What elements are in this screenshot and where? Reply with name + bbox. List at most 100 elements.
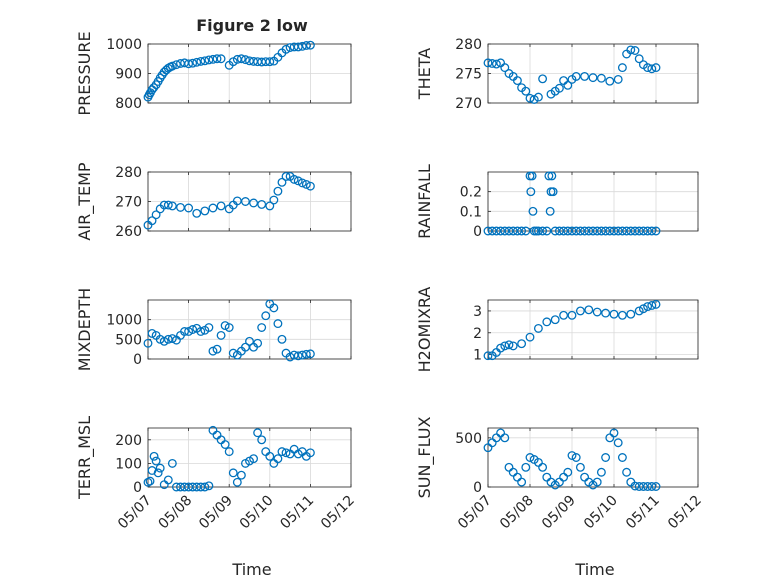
theta-axes-box bbox=[487, 43, 699, 104]
terr-msl-data-point bbox=[200, 482, 210, 492]
terr-msl-data-point bbox=[265, 451, 275, 461]
terr-msl-data-point bbox=[249, 454, 259, 464]
rainfall-data-point bbox=[601, 226, 611, 236]
air-temp-data-point bbox=[273, 186, 283, 196]
sun-flux-y-tick-label: 500 bbox=[455, 431, 482, 447]
air-temp-data-point bbox=[301, 179, 311, 189]
mixdepth-data-point bbox=[293, 351, 303, 361]
figure-title: Figure 2 low bbox=[196, 16, 308, 35]
rainfall-y-tick-label: 0 bbox=[473, 224, 482, 240]
mixdepth-data-point bbox=[216, 330, 226, 340]
mixdepth-data-point bbox=[212, 344, 222, 354]
h2omixra-data-point bbox=[575, 306, 585, 316]
h2omixra-data-point bbox=[533, 323, 543, 333]
rainfall-data-point bbox=[559, 226, 569, 236]
mixdepth-data-point bbox=[196, 327, 206, 336]
rainfall-data-point bbox=[588, 226, 598, 236]
mixdepth-data-point bbox=[305, 349, 315, 359]
pressure-data-point bbox=[212, 54, 222, 64]
theta-y-tick-label: 270 bbox=[455, 96, 482, 112]
pressure-data-point bbox=[281, 44, 291, 54]
pressure-data-point bbox=[297, 41, 307, 51]
terr-msl-data-point bbox=[232, 477, 242, 487]
mixdepth-axes-box bbox=[147, 299, 352, 360]
rainfall-plot-area bbox=[488, 172, 698, 231]
rainfall-data-point bbox=[521, 226, 531, 236]
mixdepth-data-point bbox=[188, 325, 198, 334]
theta-data-point bbox=[626, 45, 636, 55]
rainfall-data-point bbox=[643, 226, 653, 236]
rainfall-y-tick-label: 0.2 bbox=[460, 185, 482, 201]
air-temp-data-point bbox=[281, 171, 291, 181]
subplot-theta: 270 275 280 THETA bbox=[415, 37, 699, 112]
terr-msl-data-point bbox=[253, 428, 263, 438]
pressure-data-point bbox=[149, 83, 159, 93]
mixdepth-data-point bbox=[184, 327, 194, 336]
rainfall-data-point bbox=[605, 226, 615, 236]
terr-msl-data-point bbox=[204, 481, 214, 491]
pressure-data-point bbox=[184, 59, 194, 69]
terr-msl-data-point bbox=[153, 468, 163, 478]
subplot-rainfall: 0 0.1 0.2 RAINFALL bbox=[415, 164, 699, 240]
rainfall-data-point bbox=[491, 226, 501, 236]
air-temp-data-point bbox=[265, 201, 275, 211]
rainfall-y-tick-label: 0.1 bbox=[460, 204, 482, 220]
pressure-axes-box bbox=[147, 43, 352, 104]
rainfall-data-point bbox=[634, 226, 644, 236]
terr-msl-data-point bbox=[145, 476, 155, 486]
terr-msl-data-point bbox=[163, 475, 173, 485]
mixdepth-data-point bbox=[228, 348, 238, 358]
mixdepth-data-point bbox=[269, 303, 279, 313]
sun-flux-data-point bbox=[617, 453, 627, 462]
mixdepth-data-point bbox=[208, 346, 218, 356]
sun-flux-data-point bbox=[647, 482, 657, 491]
pressure-data-point bbox=[305, 40, 315, 50]
rainfall-data-point bbox=[533, 226, 543, 236]
sun-flux-data-point bbox=[592, 477, 602, 487]
rainfall-data-point bbox=[596, 226, 606, 236]
rainfall-data-point bbox=[550, 226, 560, 236]
sun-flux-data-point bbox=[643, 482, 653, 491]
pressure-data-point bbox=[293, 42, 303, 52]
pressure-data-point bbox=[301, 41, 311, 50]
rainfall-data-point bbox=[528, 206, 538, 216]
h2omixra-data-point bbox=[567, 310, 577, 320]
sun-flux-data-point bbox=[500, 433, 510, 443]
terr-msl-data-point bbox=[273, 454, 283, 464]
sun-flux-y-tick-label: 0 bbox=[473, 480, 482, 496]
theta-data-point bbox=[563, 80, 573, 90]
mixdepth-data-point bbox=[220, 321, 230, 331]
x-axis-label-right: Time bbox=[574, 560, 614, 579]
subplot-mixdepth: 0 500 1000 MIXDEPTH bbox=[75, 288, 352, 371]
air-temp-data-point bbox=[289, 174, 299, 184]
h2omixra-y-tick-label: 1 bbox=[473, 348, 482, 364]
theta-data-point bbox=[521, 86, 531, 96]
h2omixra-axes-box bbox=[487, 299, 699, 360]
rainfall-data-point bbox=[626, 226, 636, 236]
pressure-y-tick-label: 1000 bbox=[106, 37, 142, 53]
terr-msl-data-point bbox=[305, 448, 315, 458]
pressure-data-point bbox=[196, 56, 206, 66]
pressure-data-point bbox=[167, 61, 177, 71]
theta-data-point bbox=[588, 73, 598, 83]
mixdepth-data-point bbox=[224, 323, 234, 332]
theta-data-point bbox=[605, 76, 615, 86]
sun-flux-data-point bbox=[517, 477, 527, 487]
sun-flux-data-point bbox=[638, 482, 648, 491]
air-temp-y-axis-label: AIR_TEMP bbox=[75, 162, 95, 240]
theta-data-point bbox=[634, 54, 644, 64]
pressure-y-axis-label: PRESSURE bbox=[75, 31, 94, 115]
pressure-data-point bbox=[204, 55, 214, 65]
mixdepth-data-point bbox=[273, 319, 283, 329]
air-temp-data-point bbox=[200, 206, 210, 216]
h2omixra-y-tick-label: 2 bbox=[473, 326, 482, 342]
air-temp-y-tick-label: 280 bbox=[115, 165, 142, 181]
rainfall-data-point bbox=[580, 226, 590, 236]
air-temp-data-point bbox=[151, 210, 161, 220]
h2omixra-data-point bbox=[647, 301, 657, 310]
terr-msl-data-point bbox=[151, 456, 161, 466]
rainfall-data-point bbox=[584, 226, 594, 236]
h2omixra-data-point bbox=[626, 309, 636, 319]
air-temp-data-point bbox=[208, 203, 218, 213]
terr-msl-data-point bbox=[143, 477, 153, 487]
